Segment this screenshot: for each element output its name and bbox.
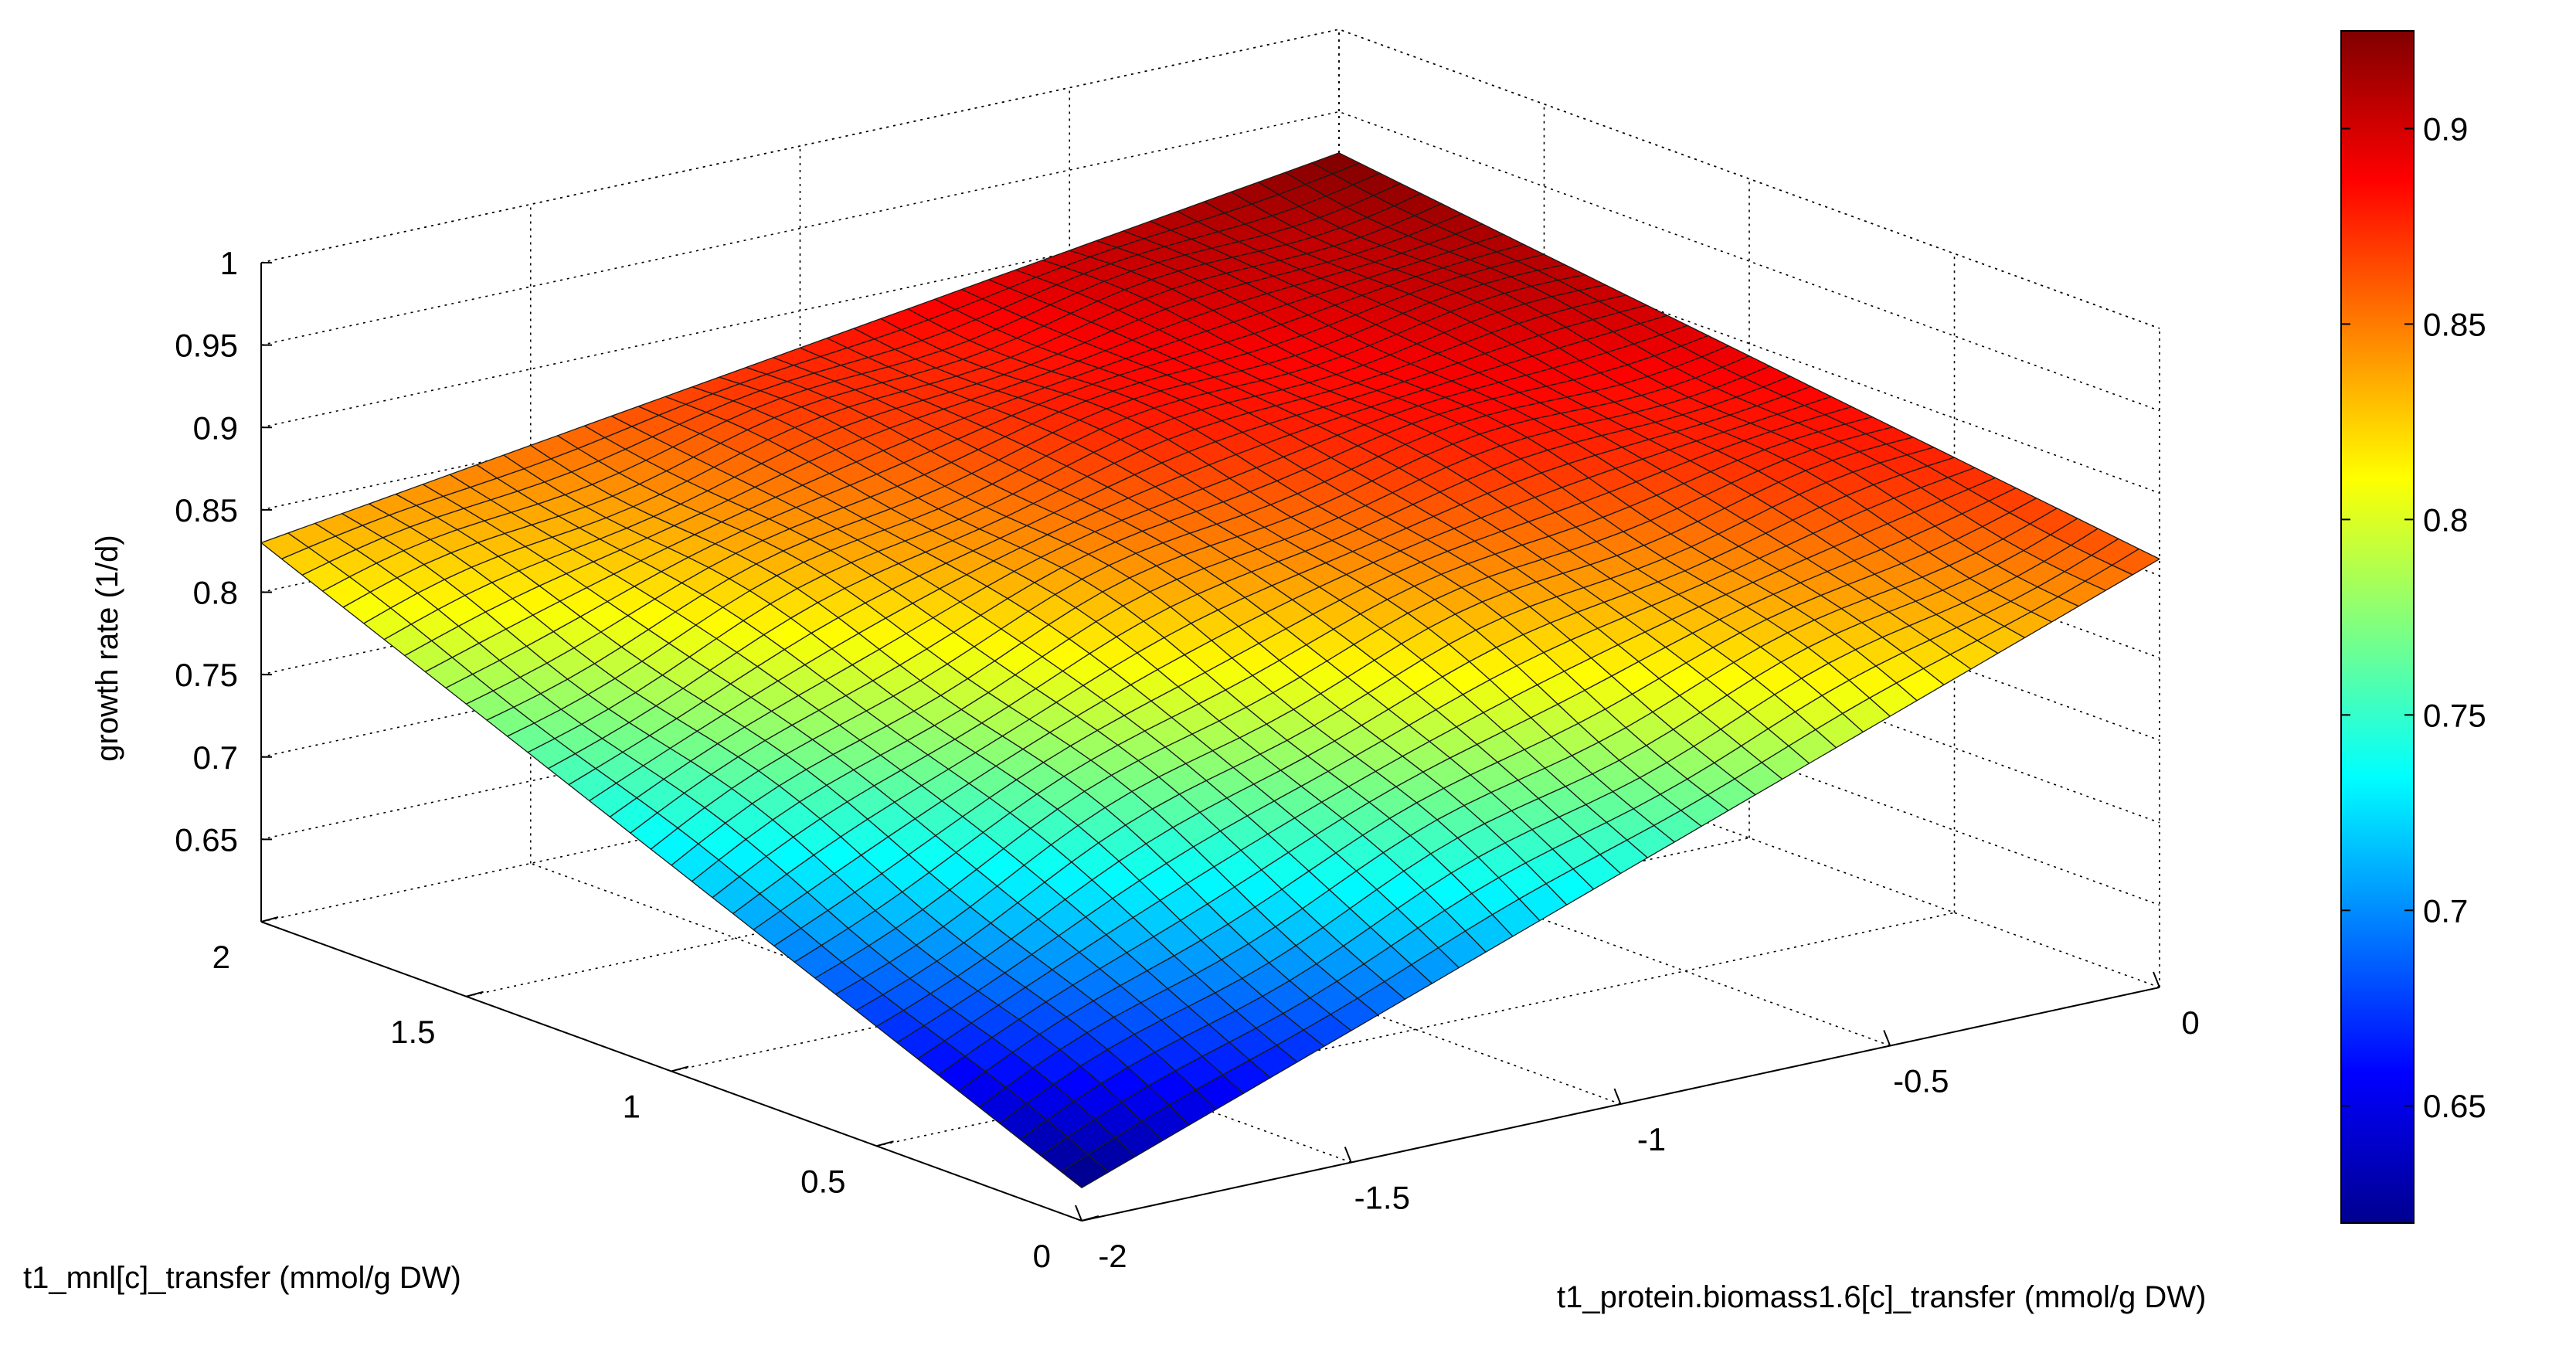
x-tick-label: -1 [1637,1121,1666,1157]
colorbar-tick-label: 0.75 [2423,697,2486,733]
x-tick-label: -0.5 [1893,1063,1949,1099]
y-tick-label: 1.5 [390,1014,435,1050]
x-tick-mark [1883,1030,1891,1046]
colorbar-tick-label: 0.7 [2423,892,2468,929]
z-tick-label: 1 [220,245,238,281]
colorbar-tick-label: 0.9 [2423,110,2468,147]
z-gridline [260,522,2160,824]
y-tick-label: 2 [212,939,230,975]
z-tick-label: 0.95 [175,328,238,364]
x-tick-label: -1.5 [1354,1180,1410,1216]
x-tick-mark [1613,1088,1622,1105]
y-tick-mark [876,1140,894,1147]
x-tick-label: -2 [1098,1238,1127,1274]
colorbar: 0.65 0.7 0.75 0.8 0.85 0.9 [2340,30,2486,1224]
colorbar-tick-label: 0.8 [2423,501,2468,538]
z-gridline [260,193,2160,494]
x-axis-label: t1_protein.biomass1.6[c]_transfer (mmol/… [1557,1280,2206,1314]
y-tick-mark [466,991,484,997]
z-axis-ticks: 0.65 0.7 0.75 0.8 0.85 0.9 0.95 1 [175,245,272,858]
x-tick-mark [2153,971,2160,988]
z-tick-label: 0.85 [175,492,238,528]
colorbar-tick-label: 0.65 [2423,1088,2486,1124]
y-tick-mark [1081,1215,1099,1222]
z-gridline [260,29,2160,329]
x-tick-mark [1344,1147,1352,1163]
colorbar-tick-label: 0.85 [2423,306,2486,342]
y-tick-mark [671,1065,689,1072]
colorbar-gradient [2340,30,2415,1224]
z-axis-label: growth rate (1/d) [90,535,124,761]
surface-cell [2111,548,2160,576]
z-tick-label: 0.65 [175,821,238,858]
z-tick-label: 0.7 [193,739,238,776]
z-gridline [260,605,2160,906]
y-tick-mark [260,916,279,923]
surface-mesh [260,152,2160,1188]
y-tick-label: 0.5 [800,1163,845,1199]
z-tick-label: 0.75 [175,657,238,693]
y-tick-label: 0 [1033,1238,1051,1274]
z-gridline [260,110,2160,412]
z-tick-label: 0.9 [193,409,238,446]
x-tick-label: 0 [2181,1004,2199,1041]
floor-gridline-y [876,912,1955,1147]
x-axis-ticks: -2 -1.5 -1 -0.5 0 [1075,971,2200,1274]
x-tick-mark [1075,1205,1082,1222]
y-axis-label: t1_mnl[c]_transfer (mmol/g DW) [23,1261,461,1295]
z-tick-label: 0.8 [193,575,238,611]
y-tick-label: 1 [623,1089,641,1125]
y-axis-ticks: 0 0.5 1 1.5 2 [212,916,1099,1274]
